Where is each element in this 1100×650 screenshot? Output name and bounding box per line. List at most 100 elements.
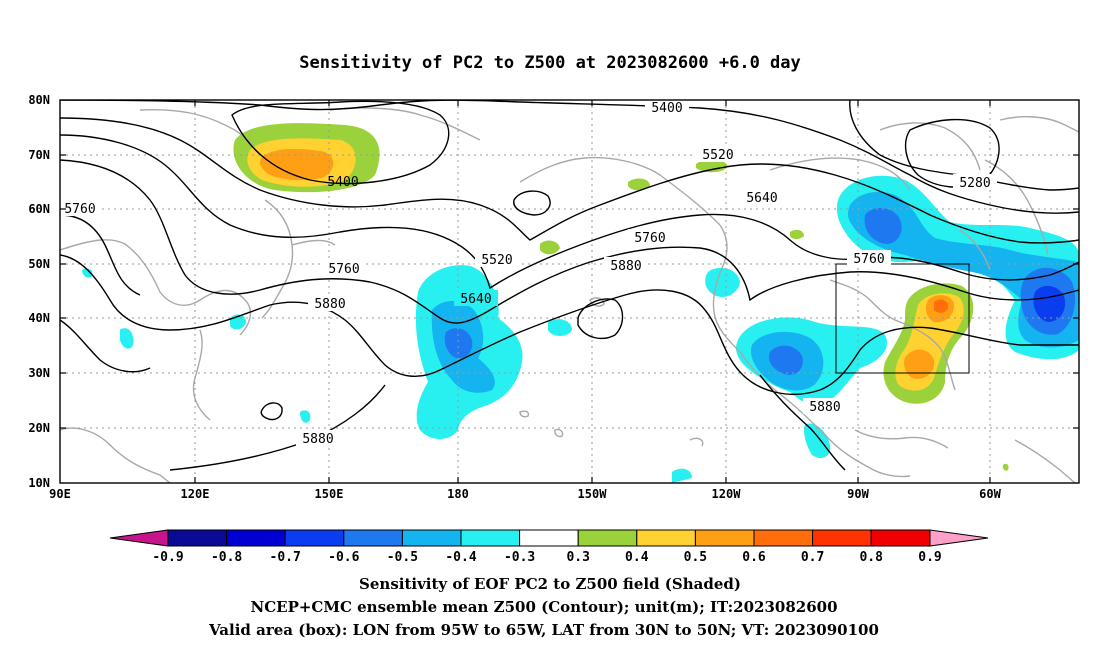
contour-label: 5760 bbox=[64, 202, 95, 217]
lat-label: 30N bbox=[28, 366, 50, 380]
contour-5880-e bbox=[260, 402, 283, 421]
contour-label: 5880 bbox=[314, 297, 345, 312]
lat-label: 40N bbox=[28, 311, 50, 325]
colorbar-label: -0.9 bbox=[152, 550, 183, 565]
positive-anomaly-small-5 bbox=[1002, 463, 1009, 471]
contour-label: 5520 bbox=[702, 148, 733, 163]
map-panel: 5400 5400 5520 5520 5640 5640 5760 5760 … bbox=[28, 93, 1080, 501]
negative-anomaly-small-3 bbox=[120, 328, 134, 349]
colorbar-low-triangle bbox=[109, 529, 169, 547]
lon-axis: 90E 120E 150E 180 150W 120W 90W 60W bbox=[49, 487, 1001, 501]
colorbar-box bbox=[636, 529, 696, 547]
contour-label: 5400 bbox=[327, 175, 358, 190]
colorbar-label: -0.7 bbox=[270, 550, 301, 565]
ticks bbox=[60, 100, 1079, 483]
contour-labels: 5400 5400 5520 5520 5640 5640 5760 5760 … bbox=[58, 99, 997, 447]
lat-label: 20N bbox=[28, 421, 50, 435]
colorbar-box bbox=[226, 529, 286, 547]
positive-anomaly-small-4 bbox=[790, 229, 804, 239]
contour-label: 5640 bbox=[746, 191, 777, 206]
colorbar-box bbox=[870, 529, 931, 547]
contour-5520-b bbox=[513, 190, 551, 216]
colorbar-box bbox=[577, 529, 638, 547]
positive-anomaly-kamchatka-peak bbox=[260, 148, 334, 181]
negative-anomaly-central-pacific-core bbox=[444, 328, 473, 359]
colorbar-box bbox=[753, 529, 814, 547]
negative-anomaly-small-2 bbox=[548, 319, 572, 336]
colorbar-label: 0.5 bbox=[684, 550, 707, 565]
contour-label: 5280 bbox=[959, 176, 990, 191]
contour-5880-f bbox=[759, 374, 846, 471]
colorbar-box bbox=[167, 529, 228, 547]
lat-label: 10N bbox=[28, 476, 50, 490]
positive-anomaly-small-2 bbox=[628, 178, 650, 191]
colorbar: -0.9 -0.8 -0.7 -0.6 -0.5 -0.4 -0.3 0.3 0… bbox=[109, 529, 989, 565]
colorbar-label: -0.6 bbox=[328, 550, 359, 565]
colorbar-label: -0.3 bbox=[504, 550, 535, 565]
positive-anomaly-small-3 bbox=[696, 159, 728, 173]
map-frame bbox=[59, 99, 1080, 484]
lon-label: 150E bbox=[315, 487, 344, 501]
colorbar-label: 0.7 bbox=[801, 550, 824, 565]
figure-title: Sensitivity of PC2 to Z500 at 2023082600… bbox=[299, 53, 801, 73]
negative-anomaly-mexico-core bbox=[768, 345, 803, 375]
contour-5880-b bbox=[60, 319, 151, 373]
contour-5760-b bbox=[60, 214, 141, 296]
graticule bbox=[60, 100, 1079, 483]
contour-5880-d bbox=[577, 298, 624, 340]
colorbar-label: -0.8 bbox=[211, 550, 242, 565]
lon-label: 90W bbox=[847, 487, 869, 501]
contour-5400-b bbox=[231, 100, 450, 185]
caption-line-2: NCEP+CMC ensemble mean Z500 (Contour); u… bbox=[251, 598, 838, 616]
lon-label: 90E bbox=[49, 487, 71, 501]
lat-label: 80N bbox=[28, 93, 50, 107]
caption-line-1: Sensitivity of EOF PC2 to Z500 field (Sh… bbox=[359, 575, 741, 593]
colorbar-box bbox=[460, 529, 521, 547]
colorbar-box bbox=[401, 529, 462, 547]
lat-axis: 80N 70N 60N 50N 40N 30N 20N 10N bbox=[28, 93, 50, 490]
colorbar-box bbox=[284, 529, 345, 547]
colorbar-high-triangle bbox=[929, 529, 989, 547]
contour-label: 5880 bbox=[809, 400, 840, 415]
colorbar-box bbox=[812, 529, 872, 547]
colorbar-label: 0.4 bbox=[625, 550, 649, 565]
negative-anomaly-small-4 bbox=[705, 267, 740, 297]
caption-line-3: Valid area (box): LON from 95W to 65W, L… bbox=[208, 621, 879, 639]
contour-5760-a bbox=[60, 159, 1079, 324]
colorbar-label: -0.5 bbox=[387, 550, 418, 565]
coastlines bbox=[60, 107, 1079, 483]
lon-label: 150W bbox=[578, 487, 608, 501]
contour-label: 5760 bbox=[853, 252, 884, 267]
colorbar-label: 0.8 bbox=[859, 550, 883, 565]
contour-label: 5520 bbox=[481, 253, 512, 268]
lat-label: 60N bbox=[28, 202, 50, 216]
contour-label: 5640 bbox=[460, 292, 491, 307]
negative-anomaly-mexico-tail bbox=[803, 423, 831, 459]
lon-label: 120E bbox=[181, 487, 210, 501]
negative-anomaly-canada-core bbox=[864, 207, 902, 244]
contour-5520-a bbox=[60, 117, 1079, 244]
colorbar-box bbox=[343, 529, 403, 547]
contour-label: 5880 bbox=[610, 259, 641, 274]
positive-anomaly-east-coast-peak-2 bbox=[904, 349, 935, 379]
negative-anomaly-canada-mid bbox=[847, 191, 1079, 348]
contour-label: 5760 bbox=[634, 231, 665, 246]
captions: Sensitivity of EOF PC2 to Z500 field (Sh… bbox=[208, 575, 879, 639]
positive-anomaly-east-coast-max bbox=[934, 299, 949, 313]
contour-label: 5880 bbox=[302, 432, 333, 447]
negative-anomaly-small-7 bbox=[672, 468, 692, 483]
negative-anomaly-small-5 bbox=[300, 410, 311, 423]
colorbar-label: 0.9 bbox=[918, 550, 941, 565]
colorbar-label: -0.4 bbox=[445, 550, 476, 565]
contour-5880-a bbox=[60, 254, 1079, 396]
lon-label: 180 bbox=[447, 487, 469, 501]
colorbar-label: 0.3 bbox=[566, 550, 589, 565]
colorbar-box bbox=[694, 529, 755, 547]
contour-label: 5760 bbox=[328, 262, 359, 277]
positive-anomaly-small-1 bbox=[540, 240, 560, 255]
lon-label: 60W bbox=[979, 487, 1001, 501]
lat-label: 50N bbox=[28, 257, 50, 271]
contour-5640 bbox=[60, 134, 1079, 290]
valid-area-box bbox=[835, 263, 970, 374]
